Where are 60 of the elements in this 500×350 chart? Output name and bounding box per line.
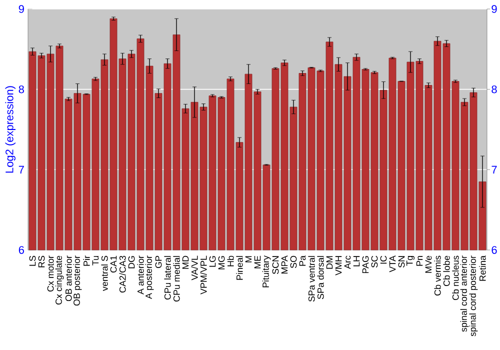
x-tick-label: SPa ventral — [308, 256, 315, 302]
x-tick-label: Cx motor — [47, 256, 54, 292]
x-tick-label: A anterior — [137, 256, 144, 294]
x-tick-label: VTA — [389, 255, 396, 272]
x-tick-label: IC — [380, 256, 387, 264]
x-tick-label: DM — [326, 256, 333, 269]
x-tick-label: PAG — [362, 256, 369, 274]
x-tick-label: SN — [398, 256, 405, 268]
y2-tick-label: 8 — [492, 85, 497, 94]
x-tick-label: MVe — [425, 256, 432, 273]
x-tick-label: Cx cingulate — [55, 256, 64, 305]
x-tick-label: LH — [353, 256, 360, 266]
x-tick-label: Cb nucleus — [452, 256, 459, 300]
x-tick-label: MD — [182, 256, 189, 269]
y-tick-label: 8 — [18, 85, 24, 94]
x-tick-label: CA2/CA3 — [119, 256, 126, 293]
x-tick-label: Pineal — [236, 256, 243, 280]
x-tick-label: Cb vermis — [434, 256, 441, 296]
x-tick-label: Hb — [227, 256, 234, 266]
x-tick-label: Pituitary — [262, 255, 271, 288]
x-tick-label: spinal cord posterior — [469, 256, 478, 336]
x-tick-label: OB posterior — [73, 256, 82, 306]
x-tick-label: Pa — [299, 255, 306, 266]
x-tick-label: Pn — [416, 256, 423, 266]
y2-tick-label: 6 — [492, 246, 497, 254]
x-tick-label: Tu — [92, 256, 99, 266]
x-tick-label: MG — [218, 256, 225, 270]
x-tick-label: VPM/VPL — [200, 256, 207, 294]
x-tick-label: A posterior — [145, 256, 154, 299]
x-tick-label: ME — [254, 256, 261, 268]
x-tick-label: M — [245, 256, 252, 262]
x-tick-label: Retina — [479, 255, 486, 281]
y-tick-label: 9 — [18, 5, 24, 13]
x-tick-label: SCN — [272, 256, 279, 274]
x-tick-label: SO — [290, 256, 297, 268]
x-tick-label: Cb lobe — [443, 256, 450, 286]
x-tick-label: RS — [38, 256, 45, 268]
x-tick-label: DG — [128, 256, 135, 268]
x-tick-label: MPA — [281, 255, 288, 274]
x-tick-label: Arc — [344, 256, 351, 269]
x-tick-label: CA1 — [110, 256, 117, 273]
x-tick-label: ventral S — [101, 256, 108, 291]
y-tick-label: 7 — [18, 166, 24, 174]
x-tick-label: SC — [371, 256, 378, 268]
x-tick-label: LG — [209, 256, 216, 267]
x-tick-label: Tg — [406, 256, 415, 266]
x-tick-label: CPu medial — [173, 256, 180, 302]
x-tick-label: SPa dorsal — [317, 256, 324, 300]
x-tick-label: VA/VL — [191, 256, 198, 280]
y2-tick-label: 9 — [492, 5, 497, 13]
x-tick-label: GP — [155, 256, 162, 268]
x-tick-label: LS — [29, 256, 36, 266]
x-tick-label: Pir — [83, 256, 90, 266]
x-tick-label: OB anterior — [65, 256, 72, 302]
x-tick-label: VMH — [335, 256, 342, 276]
y-axis-title: Log2 (expression) — [5, 86, 16, 173]
y-tick-label: 6 — [18, 246, 24, 254]
x-tick-label: CPu lateral — [164, 256, 171, 300]
y2-tick-label: 7 — [492, 166, 497, 174]
x-tick-label: spinal cord anterior — [460, 256, 469, 332]
